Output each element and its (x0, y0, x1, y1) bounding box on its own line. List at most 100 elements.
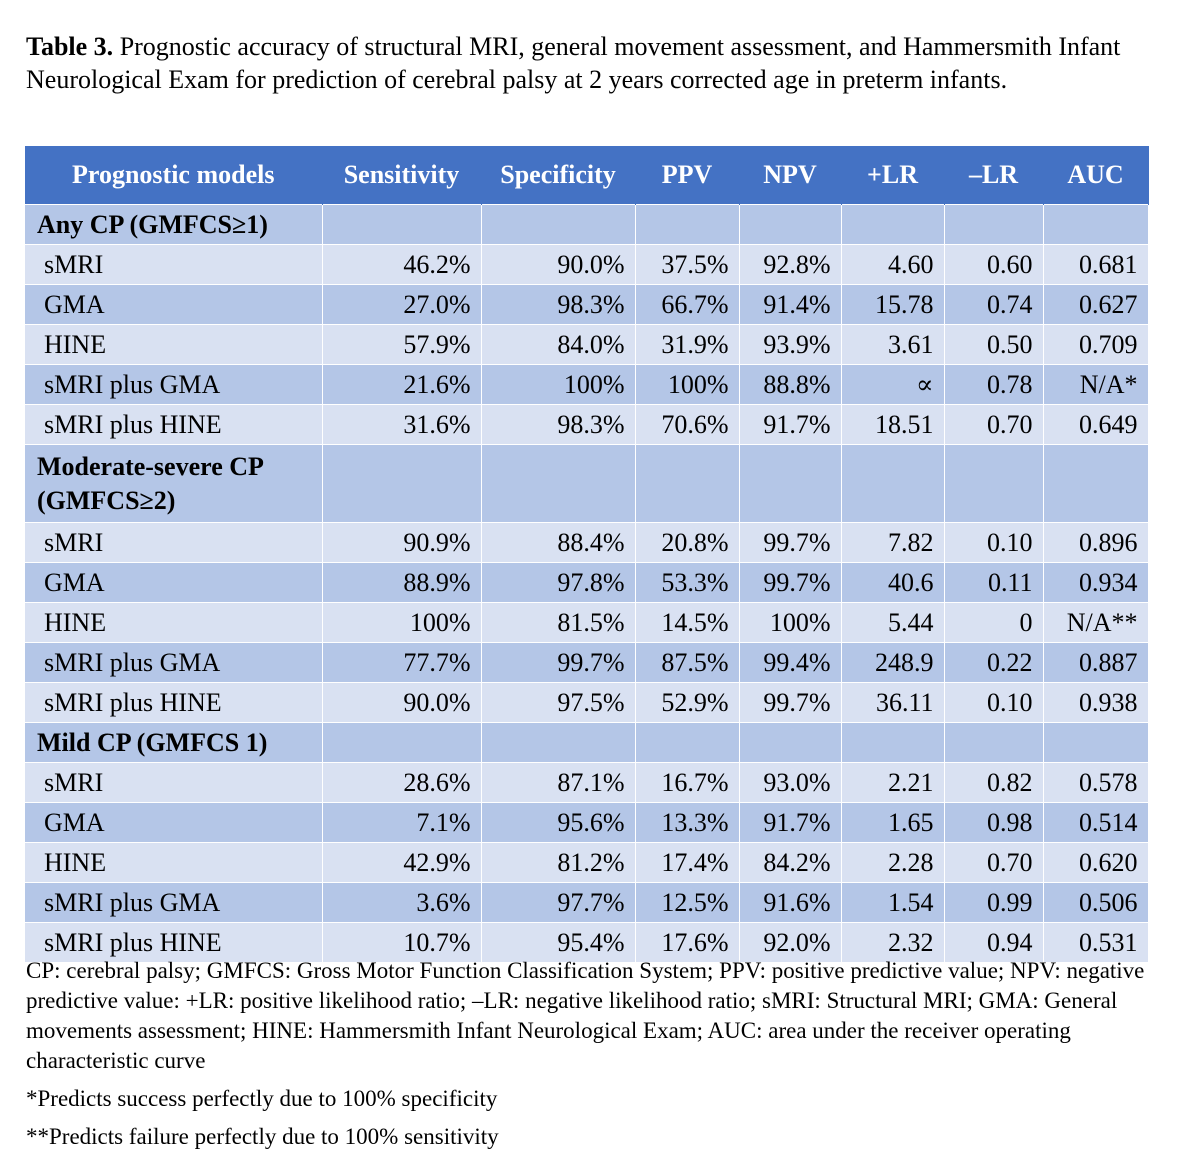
metric-cell: 92.8% (739, 244, 842, 285)
metric-cell: 90.0% (481, 244, 636, 285)
metric-cell: 0.94 (944, 922, 1044, 962)
group-empty-cell (481, 204, 636, 245)
model-name-cell: HINE (25, 324, 323, 365)
metric-cell: 100% (739, 602, 842, 643)
table-row: GMA 88.9% 97.8% 53.3% 99.7% 40.6 0.11 0.934 (25, 562, 1149, 603)
table-row: sMRI plus GMA 3.6% 97.7% 12.5% 91.6% 1.54 0.99… (25, 882, 1149, 923)
metric-cell: 53.3% (635, 562, 740, 603)
metric-cell: 15.78 (841, 284, 945, 325)
table-row: HINE 100% 81.5% 14.5% 100% 5.44 0 N/A** (25, 602, 1149, 643)
table-caption-text: Prognostic accuracy of structural MRI, g… (26, 32, 1121, 94)
prognostic-accuracy-table: Prognostic models Sensitivity Specificit… (25, 146, 1149, 962)
group-empty-cell (739, 204, 842, 245)
metric-cell: 97.8% (481, 562, 636, 603)
metric-cell: 1.54 (841, 882, 945, 923)
metric-cell: 31.6% (322, 404, 482, 445)
group-title: Moderate-severe CP (GMFCS≥2) (25, 444, 323, 523)
metric-cell: 0.82 (944, 762, 1044, 803)
table-group-row: Moderate-severe CP (GMFCS≥2) (25, 444, 1149, 523)
table-row: GMA 27.0% 98.3% 66.7% 91.4% 15.78 0.74 0.627 (25, 284, 1149, 325)
group-empty-cell (841, 444, 945, 523)
metric-cell: 4.60 (841, 244, 945, 285)
group-title: Mild CP (GMFCS 1) (25, 722, 323, 763)
metric-cell: 0.60 (944, 244, 1044, 285)
metric-cell: 99.7% (739, 682, 842, 723)
footnote-sensitivity: **Predicts failure perfectly due to 100%… (26, 1124, 499, 1149)
group-empty-cell (944, 444, 1044, 523)
metric-cell: 0.627 (1043, 284, 1149, 325)
header-negative-lr: –LR (944, 146, 1044, 205)
model-name-cell: GMA (25, 284, 323, 325)
metric-cell: 21.6% (322, 364, 482, 405)
metric-cell: 46.2% (322, 244, 482, 285)
metric-cell: 93.9% (739, 324, 842, 365)
model-name-cell: sMRI (25, 244, 323, 285)
footnote-specificity: *Predicts success perfectly due to 100% … (26, 1086, 498, 1111)
metric-cell: 91.7% (739, 404, 842, 445)
group-empty-cell (322, 722, 482, 763)
metric-cell: 0.620 (1043, 842, 1149, 883)
metric-cell: 17.6% (635, 922, 740, 962)
metric-cell: 36.11 (841, 682, 945, 723)
metric-cell: 70.6% (635, 404, 740, 445)
metric-cell: 0.70 (944, 842, 1044, 883)
metric-cell: 88.9% (322, 562, 482, 603)
metric-cell: 100% (481, 364, 636, 405)
metric-cell: 91.6% (739, 882, 842, 923)
group-empty-cell (635, 444, 740, 523)
metric-cell: 93.0% (739, 762, 842, 803)
metric-cell: 20.8% (635, 522, 740, 563)
metric-cell: N/A* (1043, 364, 1149, 405)
model-name-cell: sMRI plus HINE (25, 922, 323, 962)
metric-cell: 99.7% (739, 522, 842, 563)
table-group-row: Any CP (GMFCS≥1) (25, 204, 1149, 245)
metric-cell: 87.5% (635, 642, 740, 683)
group-empty-cell (739, 444, 842, 523)
table-row: sMRI 90.9% 88.4% 20.8% 99.7% 7.82 0.10 0.896 (25, 522, 1149, 563)
table-row: sMRI 28.6% 87.1% 16.7% 93.0% 2.21 0.82 0.578 (25, 762, 1149, 803)
table-row: GMA 7.1% 95.6% 13.3% 91.7% 1.65 0.98 0.514 (25, 802, 1149, 843)
metric-cell: 7.82 (841, 522, 945, 563)
metric-cell: 0.514 (1043, 802, 1149, 843)
table-body: Any CP (GMFCS≥1) sMRI 46.2% 90.0% 37.5% 92.8%… (25, 204, 1149, 962)
table-notes: CP: cerebral palsy; GMFCS: Gross Motor F… (26, 956, 1156, 1152)
metric-cell: 91.7% (739, 802, 842, 843)
metric-cell: 81.2% (481, 842, 636, 883)
table-row: HINE 42.9% 81.2% 17.4% 84.2% 2.28 0.70 0.620 (25, 842, 1149, 883)
metric-cell: 0.709 (1043, 324, 1149, 365)
metric-cell: 95.4% (481, 922, 636, 962)
model-name-cell: HINE (25, 842, 323, 883)
metric-cell: 99.7% (481, 642, 636, 683)
model-name-cell: sMRI plus GMA (25, 882, 323, 923)
metric-cell: 97.7% (481, 882, 636, 923)
model-name-cell: sMRI plus GMA (25, 364, 323, 405)
group-empty-cell (322, 444, 482, 523)
metric-cell: 37.5% (635, 244, 740, 285)
group-empty-cell (635, 204, 740, 245)
metric-cell: 95.6% (481, 802, 636, 843)
group-empty-cell (841, 204, 945, 245)
metric-cell: 3.61 (841, 324, 945, 365)
table-caption-label: Table 3. (26, 32, 114, 61)
metric-cell: 66.7% (635, 284, 740, 325)
metric-cell: 31.9% (635, 324, 740, 365)
metric-cell: 88.4% (481, 522, 636, 563)
model-name-cell: sMRI (25, 762, 323, 803)
metric-cell: 16.7% (635, 762, 740, 803)
metric-cell: 100% (635, 364, 740, 405)
metric-cell: 90.0% (322, 682, 482, 723)
metric-cell: 57.9% (322, 324, 482, 365)
model-name-cell: GMA (25, 562, 323, 603)
metric-cell: 10.7% (322, 922, 482, 962)
metric-cell: 0 (944, 602, 1044, 643)
metric-cell: 0.98 (944, 802, 1044, 843)
metric-cell: 0.10 (944, 522, 1044, 563)
model-name-cell: sMRI (25, 522, 323, 563)
table-row: sMRI plus GMA 21.6% 100% 100% 88.8% ∝ 0.78 N/A* (25, 364, 1149, 405)
metric-cell: 88.8% (739, 364, 842, 405)
metric-cell: 52.9% (635, 682, 740, 723)
metric-cell: ∝ (841, 364, 945, 405)
metric-cell: 5.44 (841, 602, 945, 643)
table-caption: Table 3. Prognostic accuracy of structur… (26, 30, 1156, 96)
metric-cell: 40.6 (841, 562, 945, 603)
